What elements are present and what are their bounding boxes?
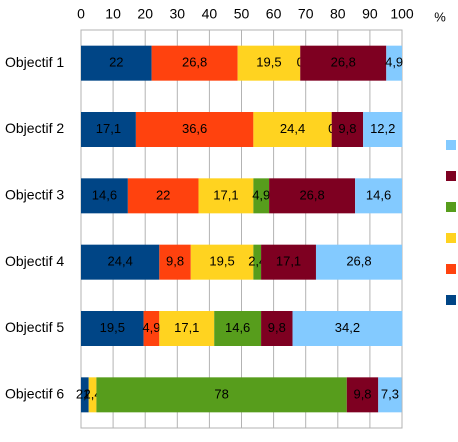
x-tick-label: 30	[170, 6, 186, 22]
bar-segment	[253, 244, 262, 280]
legend-swatch	[446, 202, 456, 212]
legend-swatch	[446, 140, 456, 150]
bar-segment	[96, 377, 347, 413]
data-label: 26,8	[182, 55, 207, 70]
bar-segment	[198, 178, 254, 214]
data-label: 9,8	[353, 386, 371, 401]
bar-segment	[159, 311, 215, 346]
data-label: 26,8	[346, 254, 371, 269]
bar-segment	[386, 45, 402, 81]
bar-segment	[81, 311, 144, 346]
bar-segment	[88, 377, 97, 413]
data-label: 14,6	[92, 187, 117, 202]
data-label: 22	[156, 187, 170, 202]
data-label: 9,8	[268, 320, 286, 335]
bar-segment	[292, 311, 403, 346]
data-label: 24,4	[280, 121, 305, 136]
plot-border	[80, 29, 403, 429]
bar-segment	[214, 311, 262, 346]
unit-label: %	[434, 9, 446, 24]
x-tick-label: 0	[77, 6, 85, 22]
data-label: 22	[109, 55, 123, 70]
bar-segment	[378, 377, 402, 413]
data-label: 14,6	[225, 320, 250, 335]
bar-segment	[190, 244, 254, 280]
x-tick-label: 60	[266, 6, 282, 22]
bar-segment	[81, 244, 160, 280]
data-label: 17,1	[276, 254, 301, 269]
bar-segment	[261, 311, 293, 346]
data-label: 17,1	[174, 320, 199, 335]
data-label: 4,9	[142, 320, 160, 335]
data-label: 9,8	[338, 121, 356, 136]
y-tick-label: Objectif 5	[5, 319, 64, 335]
legend-swatch	[446, 264, 456, 274]
bar-segment	[81, 112, 136, 147]
x-tick-label: 100	[390, 6, 414, 22]
bar-segment	[81, 45, 152, 81]
bar-segment	[269, 178, 356, 214]
x-tick-label: 10	[105, 6, 121, 22]
bar-segment	[253, 178, 270, 214]
data-label: 78	[214, 386, 228, 401]
bar-segment	[237, 45, 301, 81]
legend-swatch	[446, 171, 456, 181]
data-label: 19,5	[256, 55, 281, 70]
bar-segment	[151, 45, 238, 81]
data-label: 24,4	[108, 254, 133, 269]
x-tick-label: 50	[234, 6, 250, 22]
bar-segment	[81, 377, 89, 413]
data-label: 26,8	[299, 187, 324, 202]
bar-segment	[143, 311, 160, 346]
data-label: 7,3	[381, 386, 399, 401]
bar-segment	[159, 244, 191, 280]
x-tick-label: 90	[362, 6, 378, 22]
bar-segment	[331, 112, 364, 147]
data-label: 9,8	[166, 254, 184, 269]
data-label: 12,2	[370, 121, 395, 136]
data-label: 19,5	[209, 254, 234, 269]
bar-segment	[261, 244, 316, 280]
y-tick-label: Objectif 4	[5, 253, 64, 269]
legend-swatch	[446, 295, 456, 305]
x-tick-label: 80	[330, 6, 346, 22]
data-label: 19,5	[100, 320, 125, 335]
x-tick-label: 40	[202, 6, 218, 22]
y-tick-label: Objectif 2	[5, 120, 64, 136]
y-tick-label: Objectif 6	[5, 386, 64, 402]
bar-segment	[135, 112, 254, 147]
bar-segment	[315, 244, 402, 280]
bar-segment	[346, 377, 379, 413]
data-label: 36,6	[182, 121, 207, 136]
data-label: 26,8	[331, 55, 356, 70]
data-label: 14,6	[366, 187, 391, 202]
bar-segment	[355, 178, 402, 214]
bar-segment	[127, 178, 199, 214]
bar-segment	[253, 112, 332, 147]
data-label: 34,2	[335, 320, 360, 335]
x-tick-label: 20	[137, 6, 153, 22]
bar-segment	[81, 178, 128, 214]
data-label: 17,1	[213, 187, 238, 202]
legend-swatch	[446, 233, 456, 243]
x-tick-label: 70	[298, 6, 314, 22]
bar-segment	[300, 45, 387, 81]
data-label: 4,9	[252, 187, 270, 202]
y-tick-label: Objectif 1	[5, 54, 64, 70]
y-tick-label: Objectif 3	[5, 187, 64, 203]
bar-segment	[363, 112, 403, 147]
data-label: 17,1	[96, 121, 121, 136]
data-label: 4,9	[385, 55, 403, 70]
